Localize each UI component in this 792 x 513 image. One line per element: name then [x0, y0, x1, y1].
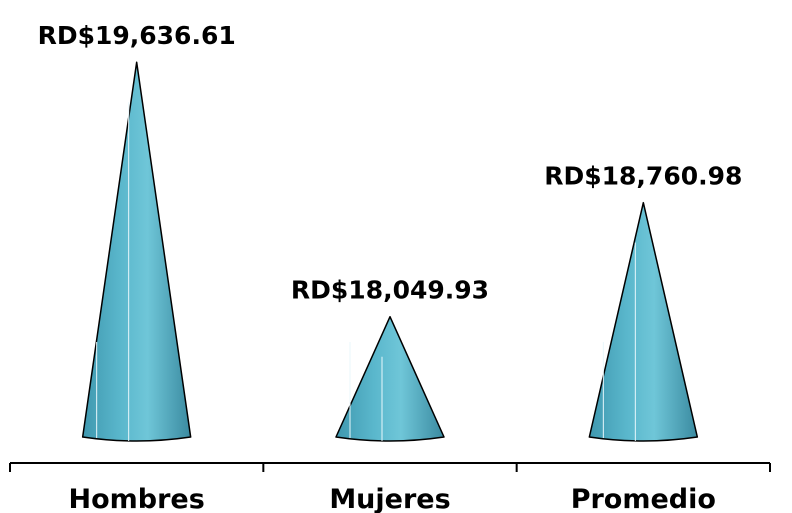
data-labels: RD$19,636.61 RD$18,049.93 RD$18,760.98	[38, 21, 743, 304]
cone-bar-hombres	[81, 61, 192, 442]
data-label-promedio: RD$18,760.98	[544, 162, 742, 191]
data-label-hombres: RD$19,636.61	[38, 21, 236, 50]
category-label-hombres: Hombres	[69, 484, 205, 513]
cone-bar-promedio	[588, 201, 699, 442]
category-label-promedio: Promedio	[571, 484, 716, 513]
x-axis	[9, 462, 771, 472]
category-labels: Hombres Mujeres Promedio	[69, 484, 716, 513]
cone-bar-mujeres	[335, 315, 445, 442]
data-label-mujeres: RD$18,049.93	[291, 276, 489, 305]
cone-series	[81, 61, 699, 442]
category-label-mujeres: Mujeres	[329, 484, 450, 513]
